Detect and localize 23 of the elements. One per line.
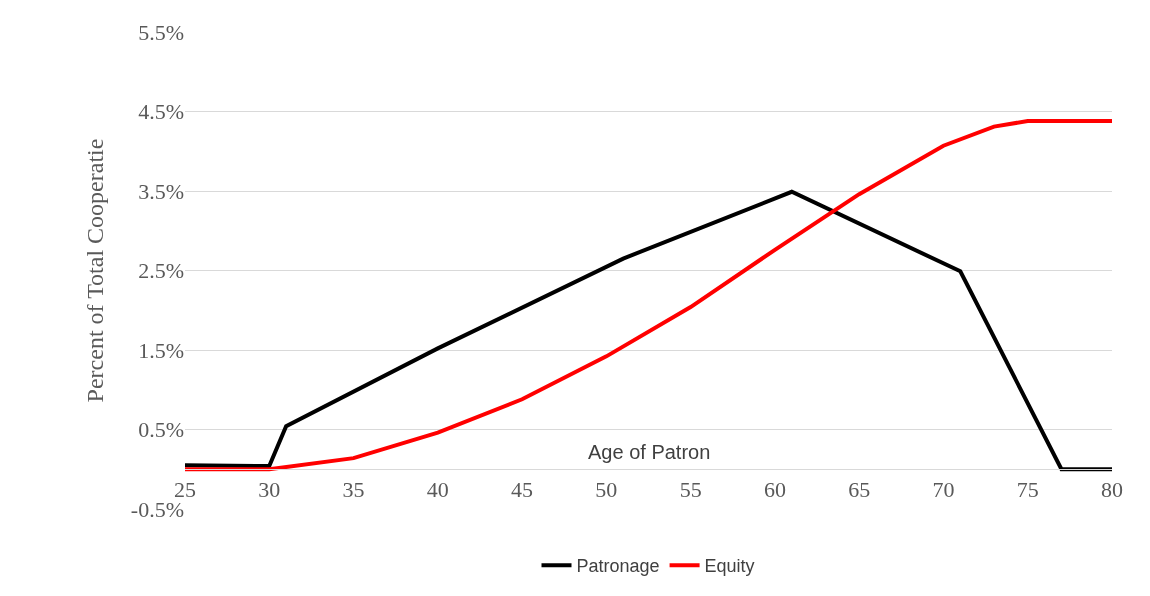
x-tick-label: 40 [426,476,449,502]
y-tick-label: 2.5% [138,258,184,284]
x-tick-label: 80 [1101,476,1123,502]
y-tick-label: 4.5% [138,99,184,125]
x-tick-label: 65 [848,476,871,502]
y-tick-label: 1.5% [138,337,184,363]
y-tick-label: 5.5% [138,19,184,45]
y-tick-label: 0.5% [138,417,184,443]
x-tick-label: 35 [342,476,365,502]
line-series [185,189,1112,472]
line-series [185,119,1112,472]
x-axis-title: Age of Patron [588,441,711,463]
legend-label: Equity [704,556,755,577]
x-tick-label: 60 [763,476,786,502]
x-tick-label: 75 [1016,476,1039,502]
x-tick-label: 55 [679,476,702,502]
y-axis-title: Percent of Total Cooperatie [81,138,108,403]
x-tick-label: 50 [595,476,618,502]
x-tick-label: 45 [511,476,534,502]
x-tick-label: 30 [258,476,281,502]
legend-label: Patronage [576,556,660,577]
y-tick-label: 3.5% [138,178,184,204]
x-tick-label: 70 [932,476,955,502]
